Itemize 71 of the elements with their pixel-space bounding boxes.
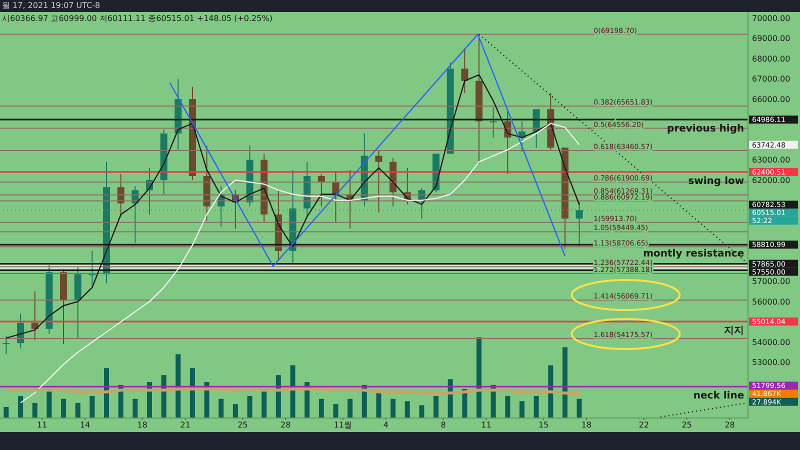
bar (434, 396, 439, 418)
x-tick-label: 11 (481, 420, 492, 430)
chart-subtitle: 시60366.97 고60999.00 저60111.11 종60515.01 +148.05 (+0.25%) (2, 13, 272, 24)
bar (576, 398, 582, 418)
bar (18, 396, 24, 418)
y-tick-label: 57000.00 (752, 277, 790, 286)
bar (61, 398, 66, 418)
bar (376, 393, 382, 418)
y-tick-label: 68000.00 (752, 54, 790, 64)
bar (32, 402, 38, 418)
annotation: previous high (667, 124, 744, 135)
x-tick-label: 18 (137, 420, 148, 430)
x-tick-label: 11 (36, 420, 48, 430)
candlestick (88, 250, 96, 286)
bar (534, 396, 539, 418)
bar (318, 398, 324, 418)
bar (404, 401, 410, 418)
candlestick (490, 106, 497, 138)
y-tick-label: 66000.00 (752, 94, 790, 104)
bar (290, 365, 296, 418)
candlestick (576, 202, 583, 248)
y-tick-label: 54000.00 (752, 338, 790, 347)
x-tick-label: 14 (80, 420, 90, 430)
bar (190, 368, 195, 418)
candlestick (318, 173, 325, 207)
candlestick (2, 335, 10, 355)
bar (548, 365, 554, 418)
bar (4, 406, 9, 418)
x-tick-label: 28 (280, 420, 291, 430)
bar (476, 337, 482, 418)
y-tick-label: 63000.00 (752, 156, 790, 165)
bar (348, 398, 353, 418)
bar (132, 398, 138, 418)
bar (519, 401, 524, 418)
x-tick-label: 4 (383, 420, 388, 430)
bar (176, 354, 181, 418)
bar (505, 396, 510, 418)
annotation: montly resistance (643, 248, 744, 260)
bar (104, 368, 109, 418)
x-tick-label: 18 (581, 420, 592, 430)
x-tick-label: 21 (180, 420, 190, 430)
annotation: swing low (688, 176, 744, 187)
bar (218, 398, 224, 418)
annotation: neck line (693, 390, 744, 402)
x-tick-label: 8 (440, 420, 446, 430)
candlestick (375, 149, 382, 213)
bar (333, 404, 338, 418)
y-tick-label: 70000.00 (752, 14, 790, 23)
bar (247, 396, 252, 418)
y-tick-label: 69000.00 (752, 34, 790, 44)
chart-title: 월 17, 2021 19:07 UTC-8 (1, 0, 100, 12)
bar (419, 405, 424, 418)
bar (562, 347, 568, 418)
candlestick (461, 48, 468, 94)
x-tick-label: 25 (682, 420, 692, 430)
x-tick-label: 15 (538, 420, 549, 430)
x-tick-label: 11월 (334, 420, 352, 430)
y-tick-label: 56000.00 (752, 297, 790, 306)
bar (90, 396, 95, 418)
line-series (20, 122, 580, 404)
bar (75, 402, 80, 418)
y-tick-label: 62000.00 (752, 176, 790, 185)
y-tick-label: 53000.00 (752, 358, 790, 368)
x-tick-label: 22 (638, 420, 649, 430)
annotation: 지지 (724, 326, 744, 337)
line-series (169, 34, 566, 267)
bar (390, 398, 396, 418)
bar (232, 404, 238, 418)
x-tick-label: 25 (238, 420, 248, 430)
x-tick-label: 28 (724, 420, 735, 430)
y-tick-label: 67000.00 (752, 74, 790, 84)
